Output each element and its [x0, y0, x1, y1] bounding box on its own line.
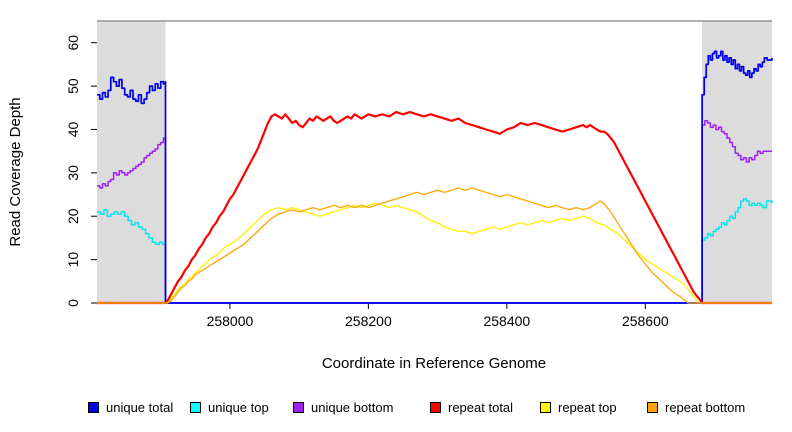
legend-label: repeat bottom: [665, 399, 746, 415]
series-unique-top: [97, 198, 773, 304]
masked-regions-layer: [97, 20, 772, 303]
series-repeat-top: [97, 202, 772, 304]
masked-region: [97, 21, 166, 303]
series-repeat-bottom: [97, 187, 772, 304]
legend-swatch: [293, 401, 304, 413]
series-repeat-total: [97, 111, 772, 305]
y-axis-title: Read Coverage Depth: [7, 97, 24, 246]
x-tick-label: 258200: [345, 313, 392, 329]
y-tick-label: 60: [65, 35, 81, 51]
y-tick-label: 40: [65, 121, 81, 137]
x-tick-label: 258000: [207, 313, 254, 329]
legend-item-repeat-bottom: repeat bottom: [647, 398, 745, 416]
legend-item-unique-bottom: unique bottom: [293, 398, 393, 416]
y-tick-label: 0: [65, 299, 81, 307]
legend-item-repeat-top: repeat top: [540, 398, 617, 416]
legend-label: unique bottom: [311, 399, 394, 415]
y-tick-label: 10: [65, 252, 81, 268]
coverage-chart: 258000 258200 258400 258600 0 10 20 30 40 50 60 Co…: [7, 20, 773, 372]
series-unique-bottom: [97, 120, 772, 304]
legend-label: repeat total: [448, 399, 514, 415]
x-axis-title: Coordinate in Reference Genome: [322, 355, 546, 372]
legend-swatch: [190, 401, 201, 413]
legend-swatch: [430, 401, 441, 413]
y-tick-label: 50: [65, 78, 81, 94]
y-tick-label: 30: [65, 165, 81, 181]
chart-legend: unique total unique top unique bottom repea…: [0, 398, 792, 422]
legend-label: repeat top: [558, 399, 617, 415]
legend-swatch: [88, 401, 99, 413]
series-layer: [97, 50, 773, 305]
legend-label: unique total: [106, 399, 174, 415]
legend-swatch: [647, 401, 658, 413]
x-tick-label: 258400: [483, 313, 530, 329]
x-tick-label: 258600: [622, 313, 669, 329]
y-tick-label: 20: [65, 208, 81, 224]
legend-swatch: [540, 401, 551, 413]
legend-item-unique-top: unique top: [190, 398, 269, 416]
legend-item-repeat-total: repeat total: [430, 398, 513, 416]
series-unique-total: [97, 50, 773, 304]
legend-item-unique-total: unique total: [88, 398, 173, 416]
legend-label: unique top: [208, 399, 269, 415]
